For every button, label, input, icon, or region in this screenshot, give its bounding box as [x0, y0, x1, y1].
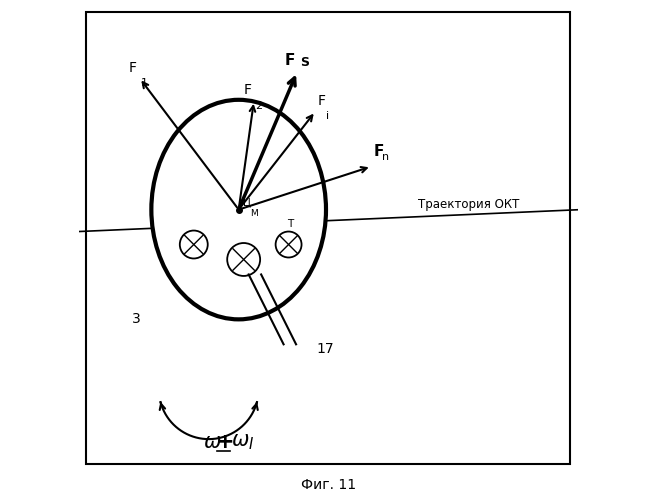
Text: 1: 1 — [141, 78, 148, 88]
Text: 2: 2 — [255, 101, 262, 111]
Text: $\mathbf{+}$: $\mathbf{+}$ — [215, 432, 233, 452]
Text: $\omega_I$: $\omega_I$ — [231, 432, 255, 452]
Text: Ц: Ц — [242, 197, 251, 207]
Text: 3: 3 — [132, 312, 141, 326]
Text: Траектория ОКТ: Траектория ОКТ — [419, 198, 520, 211]
Text: F: F — [129, 60, 137, 74]
Text: n: n — [382, 152, 389, 162]
Text: S: S — [300, 56, 309, 69]
Text: М: М — [250, 209, 258, 218]
Text: T: T — [287, 219, 293, 229]
Text: 17: 17 — [316, 342, 334, 356]
Text: i: i — [327, 111, 330, 121]
Text: F: F — [244, 83, 252, 97]
Text: $\omega$: $\omega$ — [202, 432, 221, 452]
Text: F: F — [318, 94, 326, 108]
Text: F: F — [374, 144, 384, 159]
Text: Фиг. 11: Фиг. 11 — [301, 478, 356, 492]
Ellipse shape — [151, 100, 326, 319]
Text: F: F — [284, 53, 295, 68]
